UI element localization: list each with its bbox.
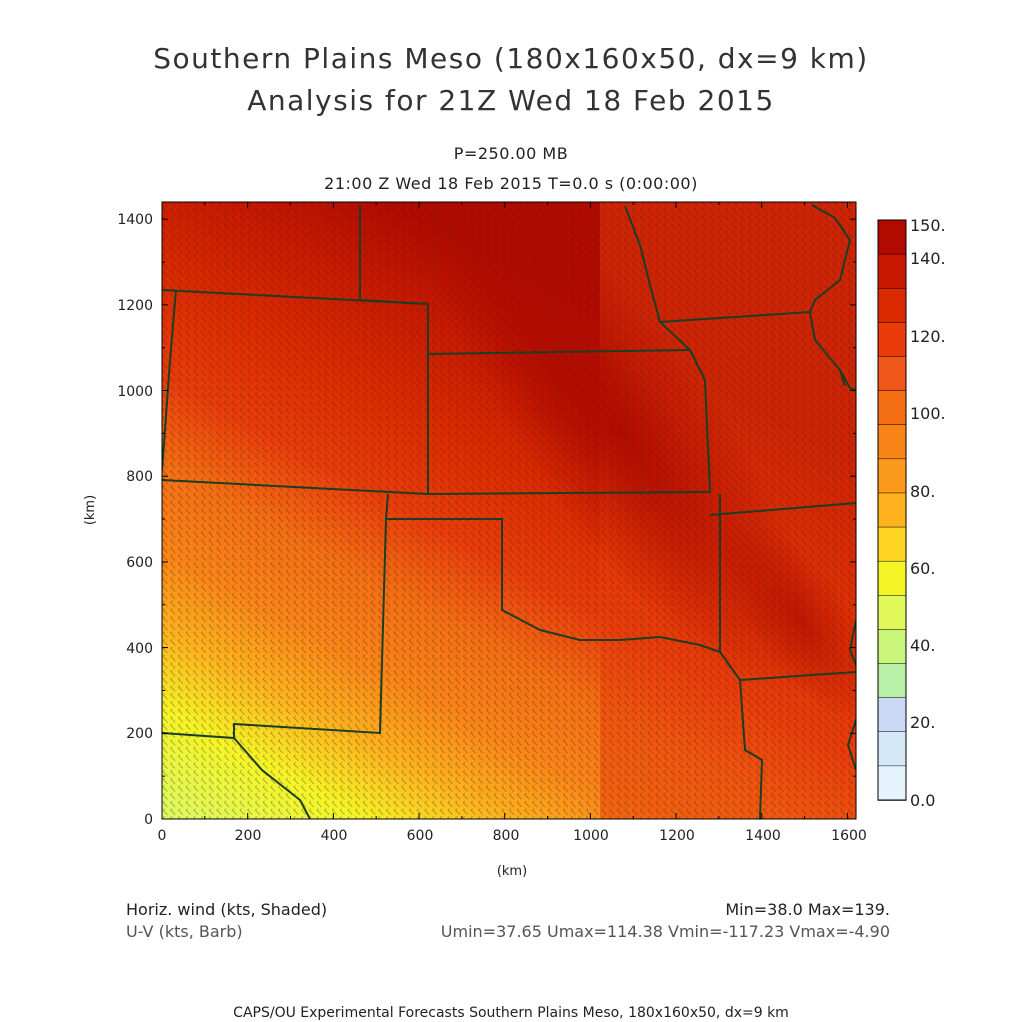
colorbar-cell (877, 492, 907, 528)
colorbar-label: 100. (910, 404, 946, 423)
y-axis-label: (km) (83, 495, 98, 525)
colorbar-label: 80. (910, 482, 935, 501)
colorbar-labels: 150. 140. 120. 100. 80. 60. 40. 20. 0.0 (910, 216, 946, 810)
colorbar-label: 140. (910, 249, 946, 268)
colorbar-cell (877, 629, 907, 665)
y-tick-label: 1000 (117, 384, 153, 400)
colorbar-frame (877, 219, 907, 801)
map-title-line2: Analysis for 21Z Wed 18 Feb 2015 (247, 84, 775, 117)
colorbar-cell (877, 595, 907, 631)
x-tick-label: 400 (321, 828, 348, 844)
footer-credit: CAPS/OU Experimental Forecasts Southern … (233, 1005, 789, 1021)
valid-time-label: 21:00 Z Wed 18 Feb 2015 T=0.0 s (0:00:00… (324, 174, 698, 193)
colorbar (877, 219, 907, 801)
x-tick-label: 1400 (745, 828, 781, 844)
wind-shading (162, 202, 856, 819)
colorbar-cell (877, 663, 907, 699)
y-tick-label: 1400 (117, 212, 153, 228)
colorbar-cell (877, 390, 907, 426)
colorbar-cell (877, 424, 907, 460)
map-title-line1: Southern Plains Meso (180x160x50, dx=9 k… (153, 42, 869, 75)
colorbar-label: 40. (910, 636, 935, 655)
state-borders (162, 204, 856, 819)
colorbar-cell (877, 526, 907, 562)
plot-frame (161, 201, 857, 820)
field-description: Horiz. wind (kts, Shaded) (126, 900, 328, 919)
y-tick-label: 0 (144, 812, 153, 828)
x-tick-label: 1600 (831, 828, 867, 844)
colorbar-cell (877, 253, 907, 289)
x-tick-label: 0 (158, 828, 167, 844)
colorbar-cell (877, 322, 907, 358)
x-axis-label: (km) (497, 864, 527, 879)
x-tick-label: 1200 (659, 828, 695, 844)
x-axis-tick-marks (161, 202, 848, 819)
colorbar-cell (877, 356, 907, 392)
colorbar-label: 120. (910, 327, 946, 346)
colorbar-label: 20. (910, 713, 935, 732)
pressure-level-label: P=250.00 MB (453, 144, 569, 163)
min-max-stats: Min=38.0 Max=139. (725, 900, 890, 919)
vector-description: U-V (kts, Barb) (126, 922, 243, 941)
colorbar-cell (877, 287, 907, 324)
colorbar-label: 0.0 (910, 791, 935, 810)
y-tick-label: 200 (126, 726, 153, 742)
y-tick-label: 400 (126, 641, 153, 657)
colorbar-cell (877, 560, 907, 597)
x-tick-label: 800 (493, 828, 520, 844)
x-tick-label: 200 (235, 828, 262, 844)
y-tick-label: 600 (126, 555, 153, 571)
component-stats: Umin=37.65 Umax=114.38 Vmin=-117.23 Vmax… (440, 922, 890, 941)
colorbar-label: 150. (910, 216, 946, 235)
x-tick-label: 1000 (573, 828, 609, 844)
colorbar-cell (877, 697, 907, 733)
colorbar-label: 60. (910, 559, 935, 578)
x-axis-tick-labels: 0 200 400 600 800 1000 1200 1400 1600 (158, 828, 867, 844)
colorbar-cell (877, 219, 907, 255)
y-axis-tick-marks (162, 218, 856, 820)
colorbar-cell (877, 731, 907, 767)
y-tick-label: 800 (126, 469, 153, 485)
colorbar-cell (877, 765, 907, 801)
y-tick-label: 1200 (117, 298, 153, 314)
y-axis-tick-labels: 0 200 400 600 800 1000 1200 1400 (117, 212, 153, 828)
x-tick-label: 600 (407, 828, 434, 844)
colorbar-cell (877, 458, 907, 494)
